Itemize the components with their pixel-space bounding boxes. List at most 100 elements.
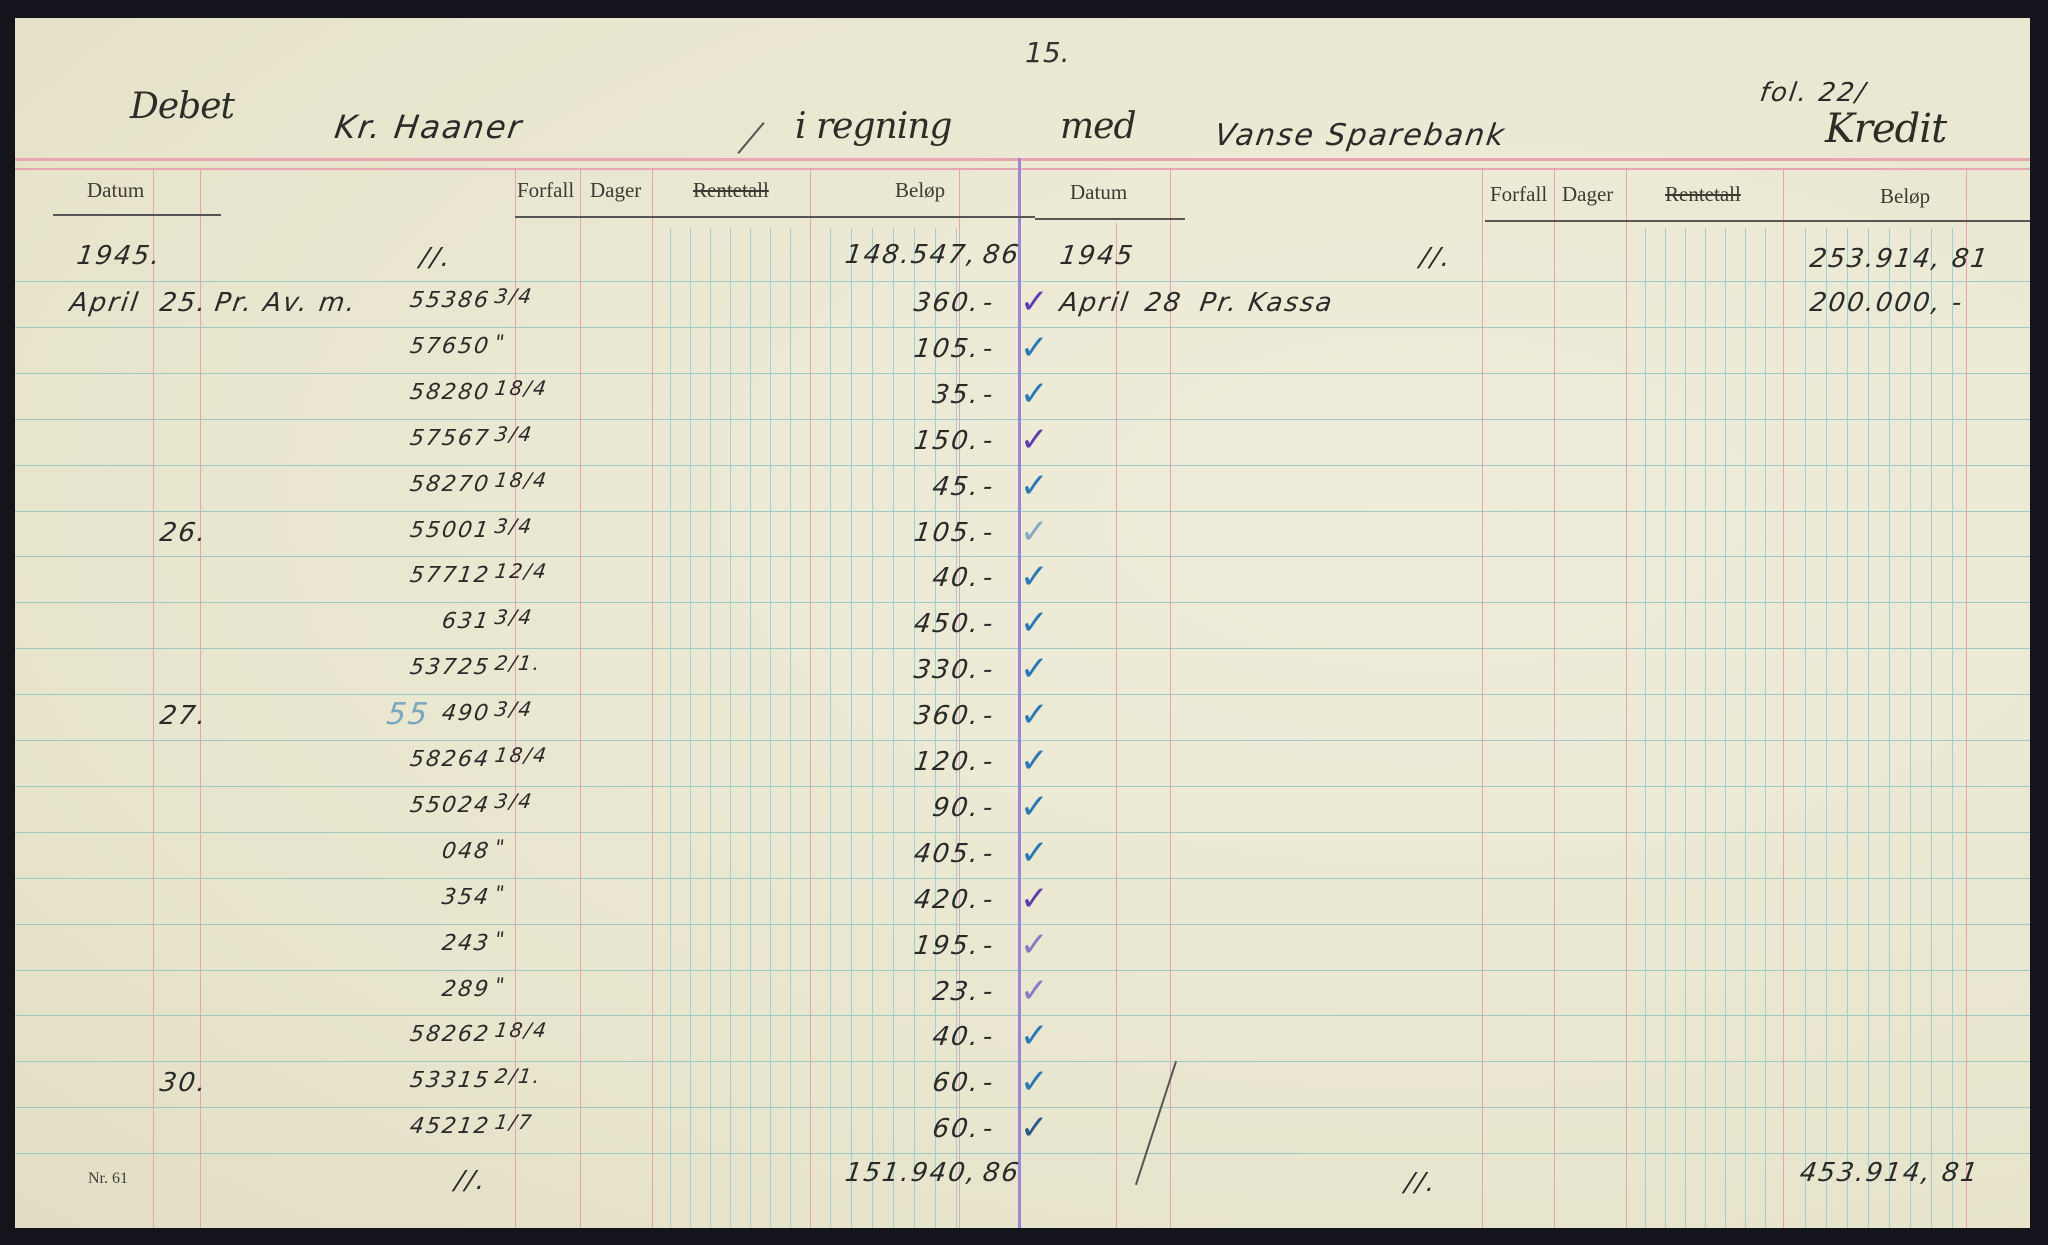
ruled-line [15, 969, 2030, 971]
ledger-page: 15. Debet Kr. Haaner i regning med Vanse… [15, 18, 2030, 1228]
voucher-fraction: 12/4 [493, 559, 550, 584]
amount-ore: - [980, 1114, 997, 1145]
credit-forfall-header: Forfall [1490, 182, 1548, 206]
form-number: Nr. 61 [88, 1170, 128, 1187]
account-name: Kr. Haaner [332, 108, 526, 146]
voucher-fraction: 18/4 [493, 743, 550, 767]
credit-header-underline [1485, 220, 2030, 222]
column-rule [1554, 168, 1555, 1228]
voucher-fraction: " [493, 834, 508, 859]
check-mark-icon: ✓ [1020, 282, 1049, 322]
ruled-line [15, 510, 2030, 512]
digit-rule [935, 228, 936, 1228]
digit-rule [1765, 228, 1766, 1228]
digit-rule [1847, 228, 1848, 1228]
kredit-title: Kredit [1825, 106, 1947, 152]
voucher-number: 55001 [408, 517, 492, 543]
amount-ore: - [980, 1022, 997, 1053]
digit-rule [1952, 228, 1953, 1228]
entry-text: Pr. Av. m. [212, 288, 359, 318]
debit-opening-kr: 148.547, [843, 240, 980, 270]
voucher-number: 243 [440, 930, 492, 956]
voucher-fraction: " [493, 880, 508, 905]
amount-kr: 23. [930, 976, 983, 1007]
debit-forfall-header: Forfall [517, 178, 575, 202]
column-rule [580, 168, 581, 1228]
column-rule [515, 168, 516, 1228]
debit-rentetall-header: Rentetall [693, 178, 769, 202]
column-rule [959, 168, 960, 1228]
digit-rule [1725, 228, 1726, 1228]
amount-ore: - [980, 288, 997, 318]
amount-ore: - [980, 333, 997, 364]
amount-kr: 105. [912, 333, 983, 364]
digit-rule [770, 228, 771, 1228]
amount-kr: 330. [912, 655, 983, 686]
amount-ore: - [980, 792, 997, 823]
amount-kr: 90. [930, 792, 983, 823]
check-mark-icon: ✓ [1020, 924, 1049, 965]
check-mark-icon: ✓ [1020, 465, 1049, 506]
amount-ore: - [980, 976, 997, 1007]
column-rule [200, 168, 201, 1228]
amount-kr: 150. [912, 425, 983, 456]
digit-rule [1805, 228, 1806, 1228]
ruled-line [15, 694, 2030, 696]
ruled-line [15, 785, 2030, 787]
ruled-line [15, 831, 2030, 833]
center-divider [1018, 158, 1021, 1228]
voucher-number: 631 [440, 609, 492, 635]
amount-kr: 420. [912, 884, 983, 915]
voucher-fraction: 3/4 [493, 788, 535, 813]
amount-ore: - [980, 701, 997, 732]
ruled-line [15, 740, 2030, 741]
column-rule [1482, 168, 1483, 1228]
voucher-fraction: 3/4 [493, 605, 535, 630]
ruled-line [15, 418, 2030, 420]
voucher-number: 58264 [408, 747, 492, 772]
header-double-rule [15, 158, 2030, 170]
amount-kr: 40. [930, 563, 983, 594]
ruled-line [15, 281, 2030, 282]
debit-belop-header: Beløp [895, 178, 946, 202]
column-rule [652, 168, 653, 1228]
voucher-number: 45212 [408, 1114, 492, 1140]
amount-ore: - [980, 517, 997, 548]
check-mark-icon: ✓ [1020, 603, 1049, 644]
voucher-number: 58270 [408, 471, 492, 497]
digit-rule [956, 228, 957, 1228]
amount-ore: - [980, 655, 997, 686]
amount-kr: 60. [930, 1068, 983, 1099]
voucher-number: 55386 [408, 288, 492, 313]
amount-ore: - [980, 1068, 997, 1099]
check-mark-icon: ✓ [1020, 1062, 1049, 1103]
digit-rule [1665, 228, 1666, 1228]
credit-year: 1945 [1057, 241, 1137, 271]
digit-rule [1645, 228, 1646, 1228]
check-mark-icon: ✓ [1020, 878, 1049, 919]
amount-kr: 195. [912, 930, 983, 961]
voucher-number: 048 [440, 838, 492, 864]
ruled-line [15, 326, 2030, 328]
debit-datum-underline [53, 214, 221, 216]
column-rule [1783, 168, 1784, 1228]
debit-header-underline [515, 216, 1035, 218]
entry-day: 30. [157, 1068, 210, 1099]
entry-day: 26. [157, 517, 210, 548]
ruled-line [15, 372, 2030, 374]
voucher-number: 354 [440, 884, 492, 910]
digit-rule [914, 228, 915, 1228]
column-rule [810, 168, 811, 1228]
voucher-fraction: 1/7 [493, 1110, 535, 1135]
digit-rule [893, 228, 894, 1228]
check-mark-icon: ✓ [1020, 1108, 1049, 1149]
digit-rule [851, 228, 852, 1228]
folio-reference: fol. 22/ [1757, 78, 1869, 108]
bank-name: Vanse Sparebank [1212, 118, 1509, 153]
digit-rule [670, 228, 671, 1228]
amount-kr: 45. [930, 471, 983, 502]
entry-month: April [1057, 288, 1132, 318]
ruled-line [15, 1015, 2030, 1017]
check-mark-icon: ✓ [1020, 327, 1049, 368]
debit-total-mark: //. [452, 1166, 489, 1196]
